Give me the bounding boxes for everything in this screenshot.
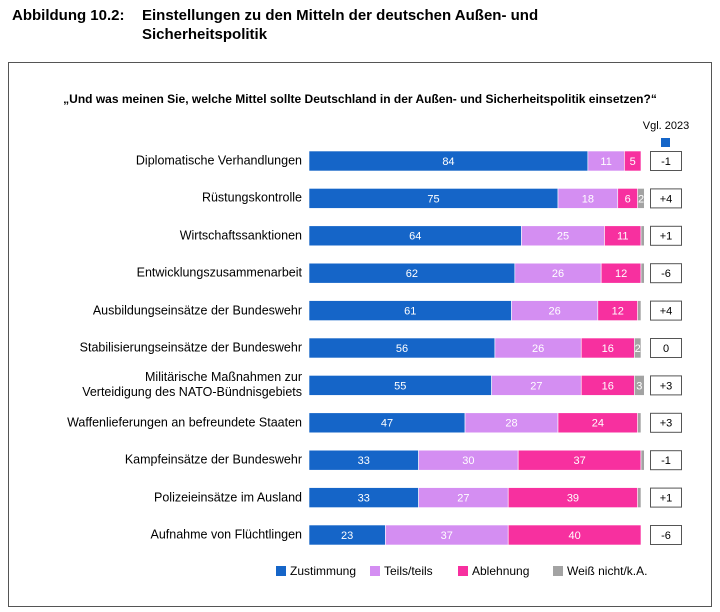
legend-label: Ablehnung — [472, 564, 529, 578]
figure-title: Einstellungen zu den Mitteln der deutsch… — [142, 7, 539, 43]
category-label: Militärische Maßnahmen zur Verteidigung … — [82, 370, 302, 400]
value-label: 62 — [406, 268, 418, 280]
category-label: Rüstungskontrolle — [201, 190, 302, 205]
value-label: 37 — [441, 530, 453, 542]
comparison-box — [650, 188, 682, 209]
bar-segment — [507, 524, 642, 546]
value-label: 75 — [427, 193, 439, 205]
value-label: 64 — [409, 231, 421, 243]
category-label: Diplomatische Verhandlungen — [135, 153, 302, 168]
comparison-value: +1 — [660, 493, 673, 505]
comparison-value: -1 — [661, 455, 671, 467]
value-label: 16 — [602, 380, 614, 392]
bar-segment — [634, 375, 645, 396]
value-label: 28 — [505, 418, 517, 430]
comparison-value: -6 — [661, 268, 671, 280]
value-label: 16 — [602, 343, 614, 355]
bar-segment — [624, 150, 642, 172]
value-label: 2 — [638, 193, 644, 205]
comparison-value: +4 — [660, 306, 673, 318]
value-label: 55 — [394, 380, 406, 392]
value-label: 23 — [341, 530, 353, 542]
value-label: 47 — [381, 418, 393, 430]
bar-segment — [637, 300, 642, 321]
value-label: 5 — [630, 156, 636, 168]
comparison-value: -1 — [661, 156, 671, 168]
value-label: 6 — [625, 193, 631, 205]
bar-segment — [634, 337, 642, 359]
comparison-box — [650, 412, 682, 433]
comparison-header: Vgl. 2023 — [643, 120, 689, 132]
value-label: 2 — [635, 343, 641, 355]
legend-swatch — [276, 566, 286, 576]
value-label: 30 — [462, 455, 474, 467]
comparison-box — [650, 450, 682, 471]
value-label: 33 — [358, 493, 370, 505]
comparison-box — [650, 300, 682, 321]
comparison-value: +3 — [660, 418, 673, 430]
bar-segment — [640, 262, 645, 284]
value-label: 25 — [557, 231, 569, 243]
value-label: 11 — [600, 156, 611, 168]
comparison-box — [650, 487, 682, 508]
value-label: 56 — [396, 343, 408, 355]
value-label: 24 — [592, 418, 604, 430]
comparison-value: +4 — [660, 193, 673, 205]
category-label: Entwicklungszusammenarbeit — [136, 265, 302, 280]
value-label: 84 — [442, 156, 454, 168]
comparison-value: -6 — [661, 530, 671, 542]
bar-segment — [640, 225, 645, 247]
value-label: 27 — [530, 380, 542, 392]
value-label: 26 — [549, 306, 561, 318]
value-label: 18 — [582, 193, 594, 205]
comparison-value: +1 — [660, 231, 673, 243]
legend-swatch — [370, 566, 380, 576]
category-label: Kampfeinsätze der Bundeswehr — [124, 452, 302, 467]
value-label: 39 — [567, 493, 579, 505]
comparison-box — [650, 151, 682, 171]
figure-label: Abbildung 10.2: — [12, 7, 125, 24]
value-label: 11 — [617, 231, 628, 243]
chart-frame — [8, 62, 712, 607]
category-label: Stabilisierungseinsätze der Bundeswehr — [79, 340, 302, 355]
legend-label: Weiß nicht/k.A. — [567, 564, 647, 578]
comparison-box — [650, 375, 682, 396]
comparison-box — [650, 263, 682, 284]
value-label: 26 — [552, 268, 564, 280]
value-label: 37 — [573, 455, 585, 467]
question: „Und was meinen Sie, welche Mittel sollt… — [63, 92, 657, 106]
category-label: Waffenlieferungen an befreundete Staaten — [67, 415, 302, 430]
category-label: Wirtschaftssanktionen — [179, 228, 302, 243]
value-label: 26 — [532, 343, 544, 355]
value-label: 27 — [457, 493, 469, 505]
bar-segment — [637, 412, 642, 434]
comparison-box — [650, 525, 682, 545]
legend-swatch — [458, 566, 468, 576]
value-label: 3 — [636, 380, 642, 392]
value-label: 33 — [358, 455, 370, 467]
legend-label: Teils/teils — [384, 564, 433, 578]
bar-segment — [640, 449, 645, 471]
category-label: Ausbildungseinsätze der Bundeswehr — [92, 303, 302, 318]
legend-swatch — [553, 566, 563, 576]
value-label: 40 — [568, 530, 580, 542]
title-block: Abbildung 10.2: Einstellungen zu den Mit… — [12, 6, 587, 44]
value-label: 61 — [404, 306, 416, 318]
comparison-swatch — [661, 138, 670, 147]
category-label: Polizeieinsätze im Ausland — [154, 490, 302, 505]
comparison-box — [650, 225, 682, 246]
comparison-box — [650, 338, 682, 358]
comparison-value: 0 — [663, 343, 669, 355]
category-label: Aufnahme von Flüchtlingen — [150, 527, 302, 542]
value-label: 12 — [612, 306, 624, 318]
value-label: 12 — [615, 268, 627, 280]
bar-segment — [637, 188, 645, 209]
comparison-value: +3 — [660, 380, 673, 392]
legend-label: Zustimmung — [290, 564, 356, 578]
bar-segment — [637, 487, 642, 508]
